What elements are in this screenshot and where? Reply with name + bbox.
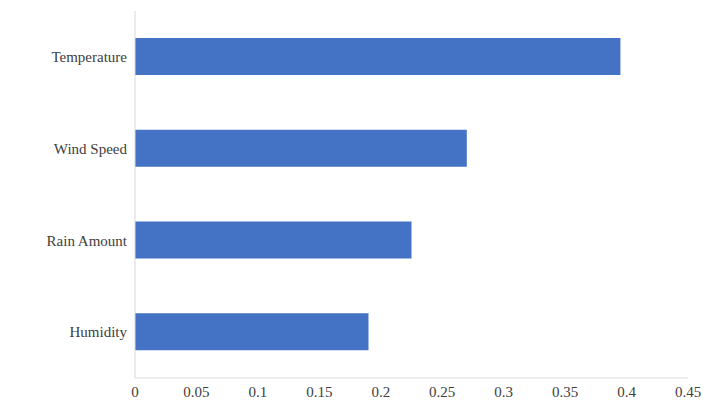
svg-text:0.4: 0.4	[617, 384, 636, 400]
svg-text:0.35: 0.35	[552, 384, 578, 400]
svg-text:Temperature: Temperature	[51, 49, 127, 65]
svg-text:0.2: 0.2	[371, 384, 390, 400]
svg-text:Wind Speed: Wind Speed	[54, 141, 128, 157]
svg-text:0.15: 0.15	[306, 384, 332, 400]
svg-text:0.05: 0.05	[183, 384, 209, 400]
svg-text:0.45: 0.45	[675, 384, 701, 400]
svg-text:0.1: 0.1	[249, 384, 268, 400]
svg-text:0: 0	[131, 384, 139, 400]
svg-text:0.25: 0.25	[429, 384, 455, 400]
svg-text:Humidity: Humidity	[69, 324, 127, 340]
svg-text:Rain Amount: Rain Amount	[47, 233, 128, 249]
svg-text:0.3: 0.3	[494, 384, 513, 400]
